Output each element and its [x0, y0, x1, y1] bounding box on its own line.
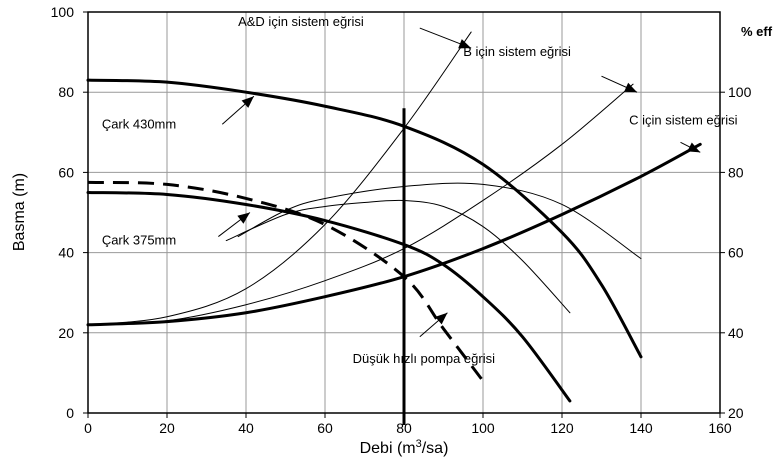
x-tick-label: 40 [238, 420, 254, 436]
x-tick-label: 80 [396, 420, 412, 436]
x-tick-label: 20 [159, 420, 175, 436]
axis-ticks: 0 20 40 60 80 100 120 140 160 0 20 40 60 80 100 20 40 60 8… [51, 4, 752, 436]
x-tick-label: 100 [471, 420, 495, 436]
y-tick-label: 100 [51, 4, 75, 20]
series-line-1 [86, 190, 572, 403]
series-line-4 [87, 83, 634, 326]
annotation-arrowhead [237, 212, 250, 224]
x-tick-label: 0 [84, 420, 92, 436]
annotation-label: Çark 430mm [102, 116, 176, 131]
y-axis-title: Basma (m) [11, 173, 28, 251]
y-tick-label: 60 [58, 164, 74, 180]
x-tick-label: 60 [317, 420, 333, 436]
annotation-label: Düşük hızlı pompa eğrisi [353, 351, 495, 366]
y-tick-label: 40 [58, 245, 74, 261]
y2-tick-label: 40 [728, 325, 744, 341]
plot-frame [87, 11, 721, 414]
series-line-3 [87, 31, 472, 326]
y2-tick-label: 100 [728, 84, 752, 100]
y2-tick-label: 20 [728, 405, 744, 421]
x-axis-title-sup: 3 [416, 438, 422, 450]
series-line-2 [87, 180, 485, 382]
x-axis-title: Debi (m3/sa) [360, 438, 449, 457]
x-axis-title-prefix: Debi (m [360, 440, 416, 457]
annotation-label: Çark 375mm [102, 233, 176, 248]
annotation-arrowhead [458, 39, 472, 49]
y2-tick-label: 60 [728, 245, 744, 261]
annotations: A&D için sistem eğrisi B için sistem eğri… [102, 14, 738, 366]
annotation-arrowhead [241, 96, 254, 108]
y-tick-label: 20 [58, 325, 74, 341]
series-line-0 [86, 78, 643, 359]
y2-axis-title: % eff [741, 24, 773, 39]
annotation-label: C için sistem eğrisi [629, 112, 737, 127]
annotation-arrowhead [687, 142, 701, 153]
x-axis-title-suffix: /sa) [422, 440, 449, 457]
x-tick-label: 160 [708, 420, 732, 436]
efficiency-curve-6 [237, 182, 642, 260]
annotation-label: B için sistem eğrisi [463, 44, 571, 59]
x-tick-label: 120 [550, 420, 574, 436]
annotation-arrowhead [624, 82, 638, 93]
y2-tick-label: 80 [728, 164, 744, 180]
annotation-label: A&D için sistem eğrisi [238, 14, 364, 29]
x-tick-label: 140 [629, 420, 653, 436]
annotation-arrowhead [435, 312, 448, 325]
y-tick-label: 0 [66, 405, 74, 421]
chart: 0 20 40 60 80 100 120 140 160 0 20 40 60 80 100 20 40 60 8… [11, 4, 773, 457]
y-tick-label: 80 [58, 84, 74, 100]
